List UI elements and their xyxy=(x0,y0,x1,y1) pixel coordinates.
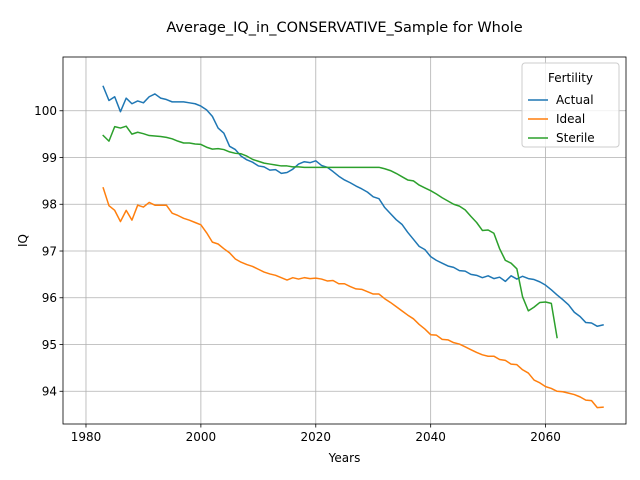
y-tick-label: 95 xyxy=(42,338,57,352)
chart-title: Average_IQ_in_CONSERVATIVE_Sample for Wh… xyxy=(166,20,522,36)
x-tick-label: 2040 xyxy=(415,430,446,444)
y-tick-label: 97 xyxy=(42,244,57,258)
y-tick-label: 99 xyxy=(42,151,57,165)
axis-ticks: 1980 2000 2020 2040 2060 94 95 96 97 98 99 100 xyxy=(34,104,561,444)
y-tick-label: 96 xyxy=(42,291,57,305)
x-tick-label: 2060 xyxy=(530,430,561,444)
x-axis-label: Years xyxy=(328,451,361,465)
legend: Fertility Actual Ideal Sterile xyxy=(522,63,619,147)
y-axis-label: IQ xyxy=(16,234,30,247)
legend-title: Fertility xyxy=(548,71,593,85)
legend-label-actual: Actual xyxy=(556,93,594,107)
x-tick-label: 1980 xyxy=(71,430,102,444)
legend-label-sterile: Sterile xyxy=(556,131,595,145)
y-tick-label: 94 xyxy=(42,385,57,399)
x-tick-label: 2020 xyxy=(301,430,332,444)
legend-label-ideal: Ideal xyxy=(556,112,585,126)
x-tick-label: 2000 xyxy=(186,430,217,444)
y-tick-label: 98 xyxy=(42,198,57,212)
y-tick-label: 100 xyxy=(34,104,57,118)
